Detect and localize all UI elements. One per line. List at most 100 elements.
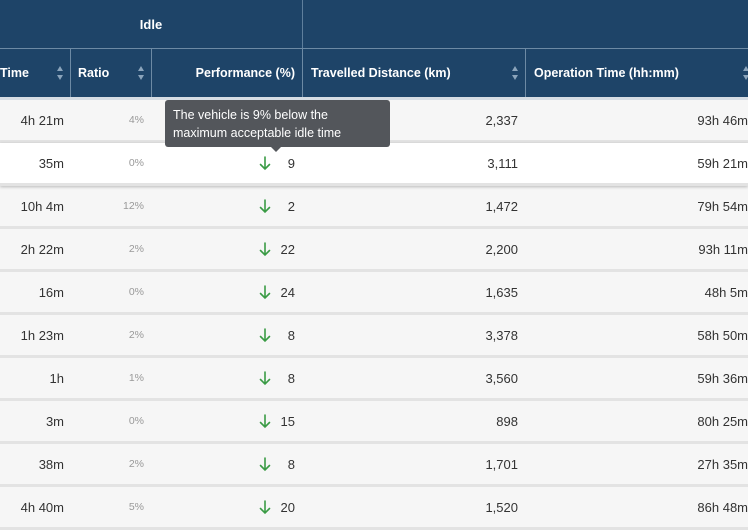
performance-cell: 8	[152, 358, 295, 398]
idle-ratio-cell: 0%	[70, 272, 144, 312]
operation-time-cell: 27h 35m	[526, 444, 748, 484]
arrow-down-icon[interactable]	[259, 456, 271, 472]
column-divider	[525, 49, 526, 97]
sort-icon[interactable]	[57, 66, 64, 80]
performance-value: 20	[280, 499, 295, 515]
table-row[interactable]: 16m 0% 24 1,635 48h 5m	[0, 272, 748, 315]
column-header-distance-label: Travelled Distance (km)	[311, 66, 451, 80]
performance-cell: 2	[152, 186, 295, 226]
operation-time-value: 59h 21m	[697, 155, 748, 171]
operation-time-value: 86h 48m	[697, 499, 748, 515]
column-header-operation-label: Operation Time (hh:mm)	[534, 66, 679, 80]
distance-cell: 1,520	[303, 487, 518, 527]
operation-time-cell: 58h 50m	[526, 315, 748, 355]
idle-ratio-value: 2%	[128, 458, 144, 470]
arrow-down-icon[interactable]	[259, 499, 271, 515]
idle-group-header: Idle	[139, 16, 163, 32]
idle-ratio-value: 0%	[128, 415, 144, 427]
operation-time-cell: 59h 21m	[526, 143, 748, 183]
table-row[interactable]: 1h 1% 8 3,560 59h 36m	[0, 358, 748, 401]
header-divider	[302, 0, 303, 48]
distance-value: 1,635	[485, 284, 518, 300]
distance-cell: 898	[303, 401, 518, 441]
idle-time-value: 16m	[38, 284, 64, 300]
sort-icon[interactable]	[512, 66, 519, 80]
distance-cell: 1,701	[303, 444, 518, 484]
table-body: 4h 21m 4% 2,337 93h 46m 35m 0% 9 3,111 59h 21m 10…	[0, 100, 748, 530]
table-row[interactable]: 4h 40m 5% 20 1,520 86h 48m	[0, 487, 748, 530]
tooltip-pointer	[271, 147, 281, 152]
sort-icon[interactable]	[743, 66, 748, 80]
idle-ratio-value: 2%	[128, 329, 144, 341]
idle-ratio-cell: 5%	[70, 487, 144, 527]
column-header-ratio[interactable]: Ratio	[71, 49, 151, 97]
idle-ratio-cell: 2%	[70, 229, 144, 269]
idle-time-value: 38m	[38, 456, 64, 472]
performance-cell: 22	[152, 229, 295, 269]
performance-value: 8	[287, 370, 295, 386]
performance-value: 15	[280, 413, 295, 429]
arrow-down-icon[interactable]	[259, 155, 271, 171]
operation-time-value: 27h 35m	[697, 456, 748, 472]
table-row[interactable]: 10h 4m 12% 2 1,472 79h 54m	[0, 186, 748, 229]
table-row[interactable]: 2h 22m 2% 22 2,200 93h 11m	[0, 229, 748, 272]
distance-value: 898	[496, 413, 518, 429]
sort-icon[interactable]	[138, 66, 145, 80]
column-header-time-label: Time	[0, 66, 29, 80]
performance-tooltip: The vehicle is 9% below the maximum acce…	[165, 100, 390, 152]
performance-cell: 9	[152, 143, 295, 183]
table-row[interactable]: 35m 0% 9 3,111 59h 21m	[0, 143, 748, 186]
arrow-down-icon[interactable]	[259, 241, 271, 257]
performance-cell: 15	[152, 401, 295, 441]
performance-value: 22	[280, 241, 295, 257]
idle-ratio-value: 0%	[128, 286, 144, 298]
arrow-down-icon[interactable]	[259, 284, 271, 300]
distance-value: 1,701	[485, 456, 518, 472]
table-row[interactable]: 3m 0% 15 898 80h 25m	[0, 401, 748, 444]
arrow-down-icon[interactable]	[259, 327, 271, 343]
idle-time-cell: 1h	[0, 358, 64, 398]
distance-cell: 1,472	[303, 186, 518, 226]
idle-ratio-cell: 0%	[70, 401, 144, 441]
performance-cell: 8	[152, 444, 295, 484]
table-row[interactable]: 1h 23m 2% 8 3,378 58h 50m	[0, 315, 748, 358]
distance-cell: 3,111	[303, 143, 518, 183]
idle-time-cell: 1h 23m	[0, 315, 64, 355]
idle-ratio-cell: 2%	[70, 444, 144, 484]
idle-ratio-cell: 12%	[70, 186, 144, 226]
distance-cell: 2,200	[303, 229, 518, 269]
performance-value: 2	[287, 198, 295, 214]
idle-time-value: 3m	[45, 413, 64, 429]
distance-value: 2,200	[485, 241, 518, 257]
column-header-performance[interactable]: Performance (%)	[152, 49, 302, 97]
operation-time-cell: 59h 36m	[526, 358, 748, 398]
column-header-time[interactable]: Time	[0, 49, 70, 97]
performance-value: 24	[280, 284, 295, 300]
performance-cell: 8	[152, 315, 295, 355]
column-header-operation-time[interactable]: Operation Time (hh:mm)	[526, 49, 748, 97]
idle-ratio-value: 4%	[128, 114, 144, 126]
arrow-down-icon[interactable]	[259, 198, 271, 214]
column-header-distance[interactable]: Travelled Distance (km)	[303, 49, 525, 97]
header-divider-line	[0, 48, 748, 49]
performance-cell: 20	[152, 487, 295, 527]
operation-time-value: 79h 54m	[697, 198, 748, 214]
table-row[interactable]: 38m 2% 8 1,701 27h 35m	[0, 444, 748, 487]
arrow-down-icon[interactable]	[259, 413, 271, 429]
arrow-down-icon[interactable]	[259, 370, 271, 386]
distance-value: 3,560	[485, 370, 518, 386]
idle-time-value: 4h 21m	[20, 112, 64, 128]
operation-time-value: 58h 50m	[697, 327, 748, 343]
distance-cell: 3,560	[303, 358, 518, 398]
column-divider	[302, 49, 303, 97]
idle-ratio-cell: 1%	[70, 358, 144, 398]
idle-time-value: 1h 23m	[20, 327, 64, 343]
operation-time-value: 93h 46m	[697, 112, 748, 128]
idle-time-cell: 10h 4m	[0, 186, 64, 226]
idle-time-cell: 38m	[0, 444, 64, 484]
distance-cell: 3,378	[303, 315, 518, 355]
column-header-performance-label: Performance (%)	[195, 66, 295, 80]
idle-ratio-value: 1%	[128, 372, 144, 384]
idle-time-cell: 4h 40m	[0, 487, 64, 527]
idle-time-cell: 35m	[0, 143, 64, 183]
